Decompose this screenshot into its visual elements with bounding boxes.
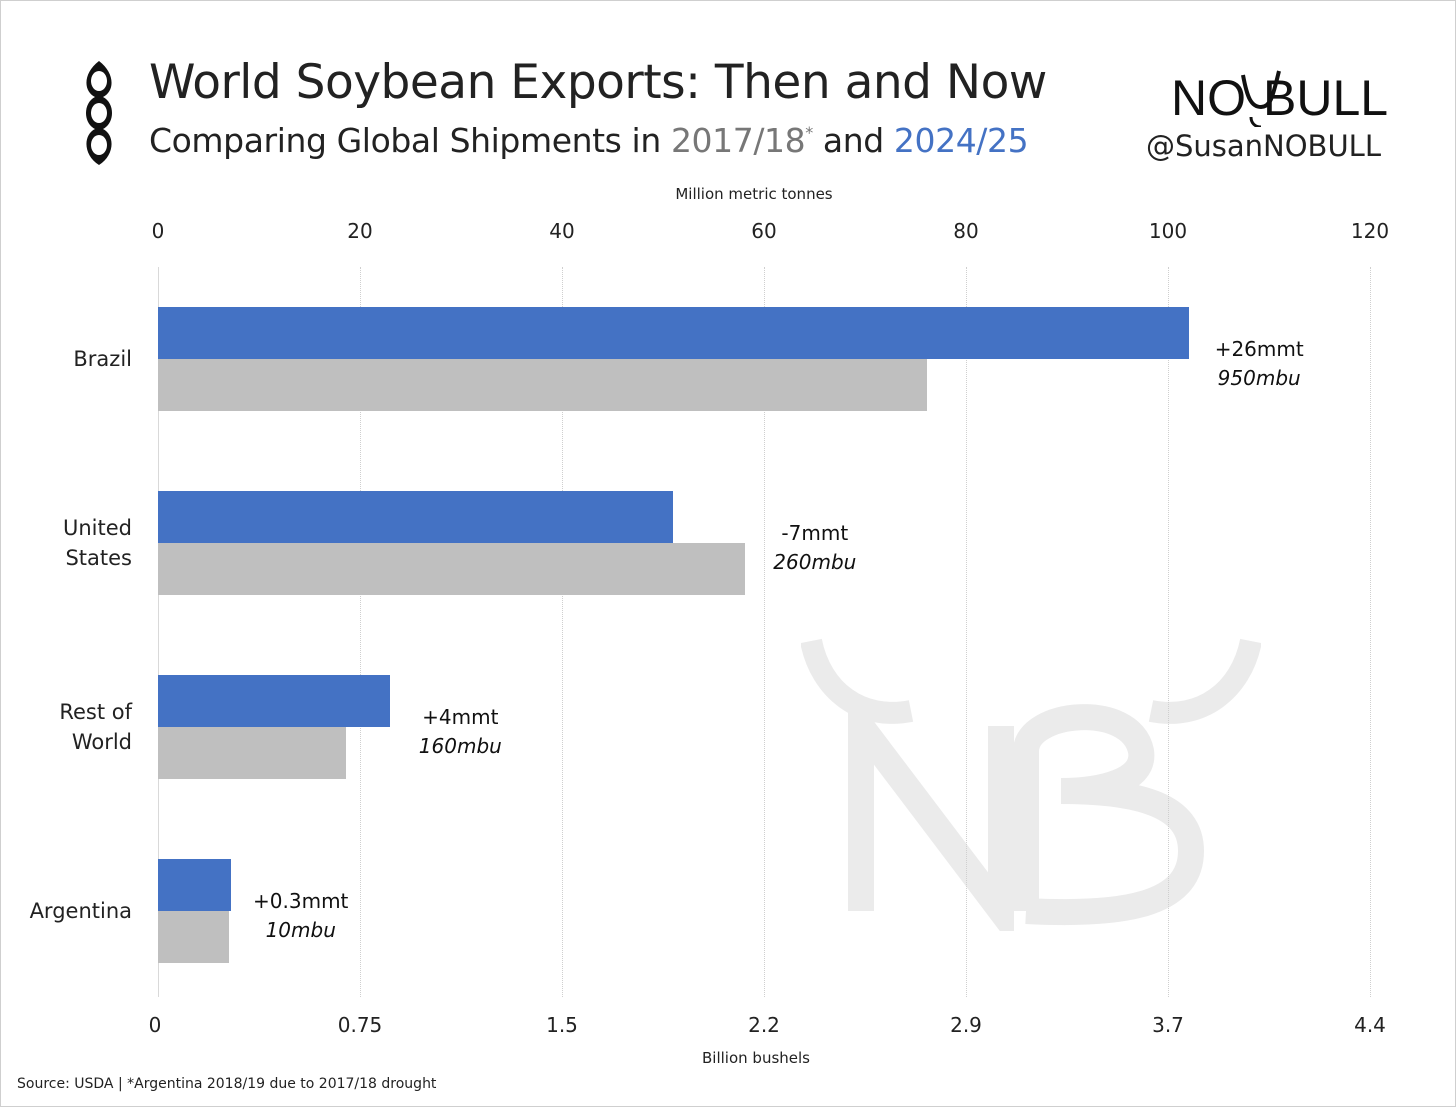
period-then: 2017/18	[670, 121, 806, 160]
x-bottom-tick-label: 3.7	[1152, 1013, 1184, 1037]
gridline	[1370, 267, 1371, 997]
change-mbu-label: 950mbu	[1217, 366, 1301, 390]
x-bottom-tick-label: 2.9	[950, 1013, 982, 1037]
bar-2017-18	[158, 727, 346, 779]
category-label: Rest of World	[59, 700, 132, 754]
change-mbu-label: 260mbu	[773, 550, 857, 574]
source-note: Source: USDA | *Argentina 2018/19 due to…	[17, 1076, 437, 1092]
x-bottom-tick-label: 1.5	[546, 1013, 578, 1037]
gridline	[562, 267, 563, 997]
gridline	[966, 267, 967, 997]
x-axis-bottom-title: Billion bushels	[702, 1049, 810, 1067]
change-mmt-label: +26mmt	[1214, 337, 1304, 361]
change-mmt-label: -7mmt	[781, 521, 849, 545]
soybean-pod-icon	[86, 61, 112, 165]
x-bottom-tick-label: 4.4	[1354, 1013, 1386, 1037]
category-label: Argentina	[29, 899, 132, 923]
x-top-tick-label: 60	[751, 219, 777, 243]
bar-2017-18	[158, 911, 229, 963]
nb-watermark-logo	[801, 638, 1261, 931]
x-bottom-tick-label: 0	[148, 1013, 162, 1037]
subtitle-join: and	[812, 121, 894, 160]
logo-text-bull: BULL	[1263, 70, 1388, 126]
bar-2024-25	[158, 859, 231, 911]
x-axis-top-title: Million metric tonnes	[675, 185, 833, 203]
x-top-tick-label: 100	[1148, 219, 1188, 243]
x-top-tick-label: 0	[151, 219, 165, 243]
chart-title: World Soybean Exports: Then and Now	[149, 55, 1047, 110]
y-axis-line	[158, 267, 159, 997]
bar-2024-25	[158, 307, 1190, 359]
bar-2024-25	[158, 491, 674, 543]
change-annotation: +26mmt 950mbu	[1215, 335, 1304, 393]
x-top-tick-label: 40	[549, 219, 575, 243]
change-annotation: -7mmt 260mbu	[773, 519, 856, 577]
gridline	[1168, 267, 1169, 997]
x-top-tick-label: 80	[953, 219, 979, 243]
x-top-tick-label: 20	[347, 219, 373, 243]
brand-handle: @SusanNOBULL	[1145, 129, 1381, 163]
bar-2017-18	[158, 543, 745, 595]
change-mmt-label: +0.3mmt	[253, 889, 349, 913]
change-annotation: +0.3mmt 10mbu	[253, 887, 348, 945]
change-annotation: +4mmt 160mbu	[419, 703, 502, 761]
change-mbu-label: 160mbu	[418, 734, 502, 758]
x-top-tick-label: 120	[1350, 219, 1390, 243]
gridline	[360, 267, 361, 997]
bar-2024-25	[158, 675, 391, 727]
logo-text-no: NO	[1171, 70, 1246, 126]
category-label: United States	[63, 516, 132, 570]
subtitle-prefix: Comparing Global Shipments in	[149, 121, 671, 160]
category-label: Brazil	[73, 347, 132, 371]
gridline	[764, 267, 765, 997]
period-then-footnote-mark: *	[805, 123, 813, 142]
bar-2017-18	[158, 359, 927, 411]
x-bottom-tick-label: 0.75	[337, 1013, 383, 1037]
period-now: 2024/25	[893, 121, 1029, 160]
change-mmt-label: +4mmt	[422, 705, 499, 729]
x-bottom-tick-label: 2.2	[748, 1013, 780, 1037]
nobull-logo: NO BULL	[1171, 70, 1388, 127]
change-mbu-label: 10mbu	[265, 918, 336, 942]
chart-subtitle: Comparing Global Shipments in 2017/18* a…	[149, 121, 1029, 160]
